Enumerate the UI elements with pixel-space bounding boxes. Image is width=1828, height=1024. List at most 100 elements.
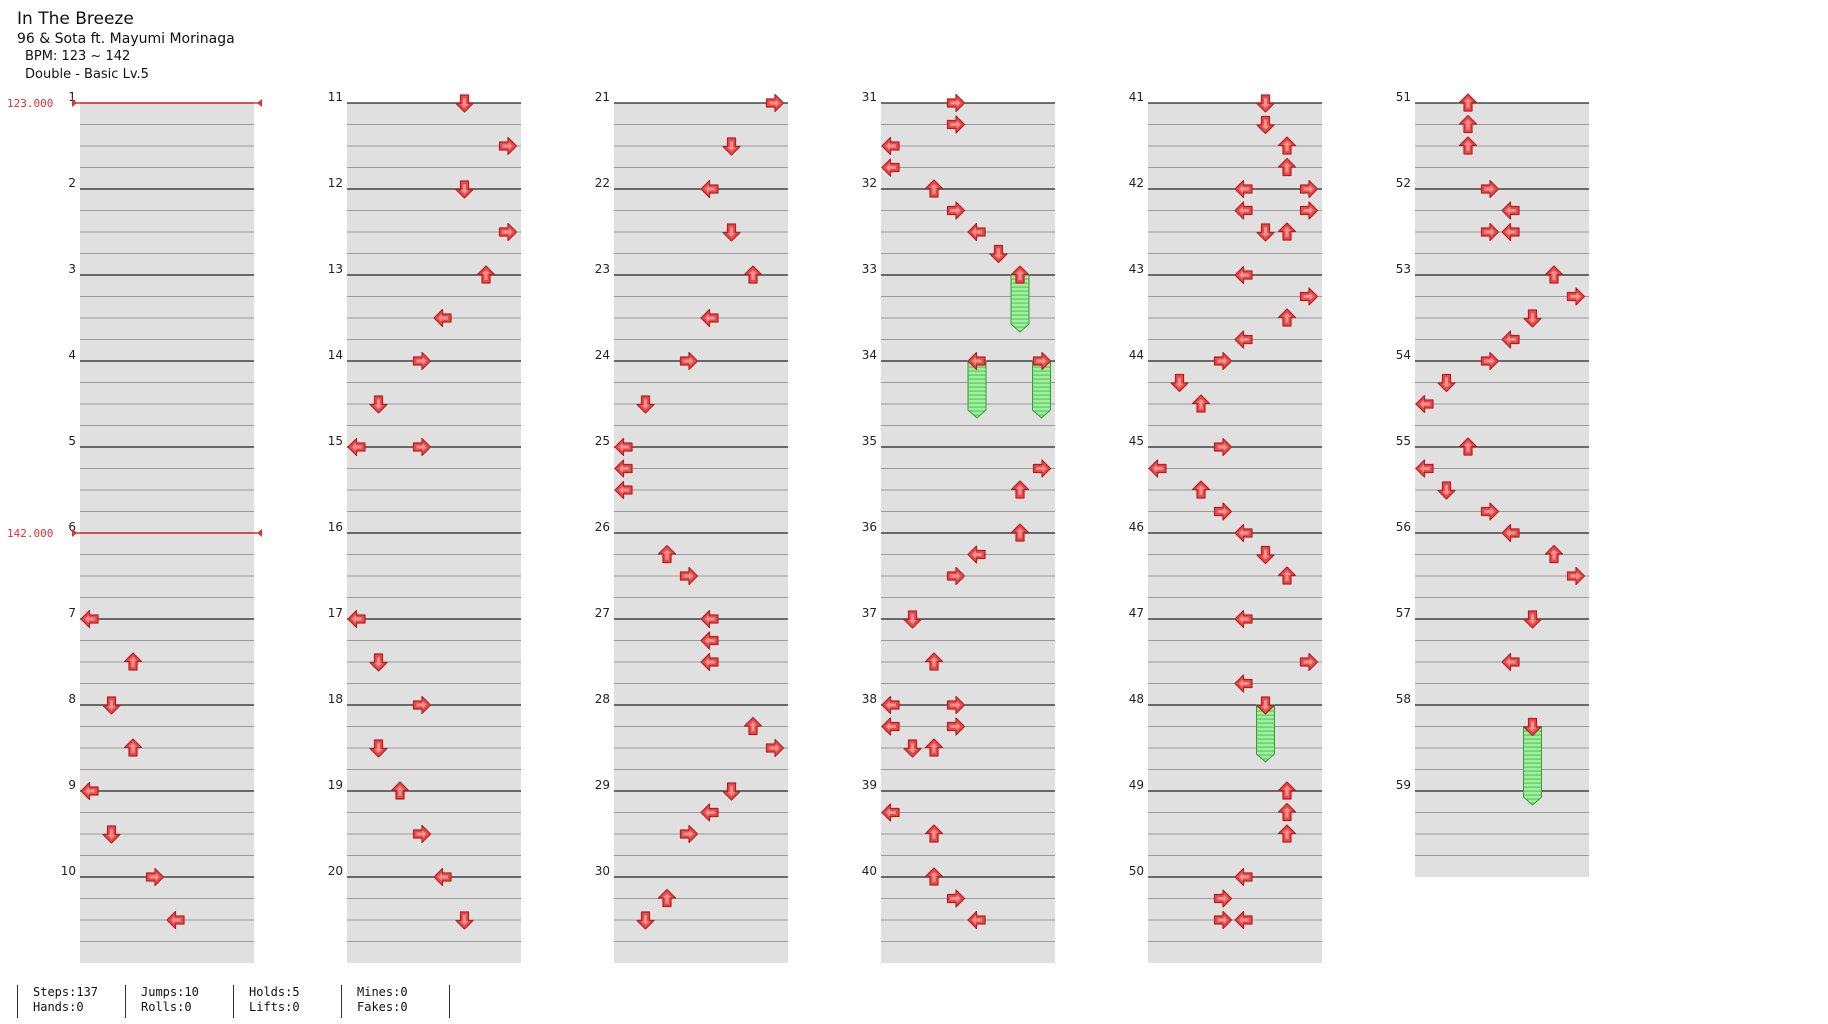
measure-number: 14: [328, 348, 343, 362]
right-arrow-icon: [679, 566, 699, 586]
measure-band: [881, 468, 1055, 490]
measure-band: [1148, 812, 1322, 834]
right-arrow-icon: [1213, 351, 1233, 371]
measure-band: [881, 876, 1055, 899]
measure-band: [80, 382, 254, 404]
measure-band: [1415, 575, 1589, 598]
measure-band: [347, 812, 521, 834]
measure-band: [1415, 747, 1589, 770]
up-arrow-icon: [123, 738, 143, 757]
left-arrow-icon: [700, 631, 719, 650]
measure-band: [881, 661, 1055, 684]
measure-number: 52: [1396, 176, 1411, 190]
stat-group: Holds:5 Lifts:0: [233, 985, 300, 1018]
measure-band: [1415, 339, 1589, 361]
measure-band: [881, 855, 1055, 877]
measure-band: [1148, 489, 1322, 512]
right-arrow-icon: [1299, 652, 1319, 672]
stat-value: Fakes:0: [357, 1000, 408, 1014]
measure-band: [347, 597, 521, 619]
measure-band: [80, 317, 254, 340]
measure-number: 48: [1129, 692, 1144, 706]
measure-band: [347, 554, 521, 576]
measure-band: [881, 145, 1055, 168]
measure-band: [1415, 489, 1589, 512]
measure-band: [1148, 274, 1322, 297]
down-arrow-icon: [903, 739, 922, 758]
measure-band: [1148, 124, 1322, 146]
down-arrow-icon: [369, 395, 388, 414]
hold-note: [1523, 726, 1542, 806]
measure-band: [347, 575, 521, 598]
measure-band: [881, 575, 1055, 598]
measure-number: 25: [595, 434, 610, 448]
left-arrow-icon: [166, 910, 185, 930]
right-arrow-icon: [1299, 179, 1319, 199]
left-arrow-icon: [1234, 674, 1253, 693]
measure-band: [347, 618, 521, 641]
stat-value: Holds:5: [249, 985, 300, 999]
measure-band: [614, 597, 788, 619]
measure-band: [1148, 575, 1322, 598]
measure-band: [80, 554, 254, 576]
measure-band: [347, 446, 521, 469]
up-arrow-icon: [924, 824, 944, 843]
stat-value: Jumps:10: [141, 985, 199, 999]
up-arrow-icon: [1010, 480, 1030, 499]
right-arrow-icon: [1566, 287, 1586, 306]
left-arrow-icon: [881, 158, 900, 177]
measure-band: [881, 231, 1055, 254]
measure-number: 38: [862, 692, 877, 706]
measure-band: [881, 403, 1055, 426]
measure-band: [1415, 704, 1589, 727]
measure-band: [347, 403, 521, 426]
measure-number: 47: [1129, 606, 1144, 620]
measure-band: [80, 898, 254, 920]
up-arrow-icon: [476, 265, 496, 284]
up-arrow-icon: [1458, 93, 1478, 112]
measure-band: [881, 704, 1055, 727]
left-arrow-icon: [1415, 459, 1434, 478]
measure-number: 15: [328, 434, 343, 448]
down-arrow-icon: [102, 825, 121, 844]
measure-number: 7: [68, 606, 76, 620]
measure-band: [1148, 102, 1322, 125]
measure-band: [1148, 898, 1322, 920]
song-header: In The Breeze 96 & Sota ft. Mayumi Morin…: [17, 8, 235, 84]
measure-band: [347, 231, 521, 254]
measure-band: [614, 296, 788, 318]
measure-band: [80, 102, 254, 125]
right-arrow-icon: [679, 351, 699, 371]
measure-band: [1415, 855, 1589, 877]
measure-band: [614, 876, 788, 899]
measure-number: 29: [595, 778, 610, 792]
measure-band: [80, 511, 254, 533]
measure-band: [347, 747, 521, 770]
measure-band: [347, 855, 521, 877]
up-arrow-icon: [924, 179, 944, 198]
down-arrow-icon: [636, 395, 655, 414]
measure-number: 41: [1129, 90, 1144, 104]
down-arrow-icon: [1256, 545, 1275, 565]
measure-band: [1148, 941, 1322, 963]
down-arrow-icon: [455, 94, 474, 113]
left-arrow-icon: [1501, 330, 1520, 349]
measure-number: 6: [68, 520, 76, 534]
measure-band: [614, 726, 788, 748]
measure-band: [1148, 231, 1322, 254]
measure-number: 19: [328, 778, 343, 792]
measure-band: [1415, 253, 1589, 275]
measure-band: [881, 167, 1055, 189]
measure-band: [881, 833, 1055, 856]
measure-band: [614, 640, 788, 662]
measure-band: [614, 425, 788, 447]
measure-band: [614, 532, 788, 555]
measure-number: 16: [328, 520, 343, 534]
right-arrow-icon: [946, 695, 966, 715]
measure-band: [881, 618, 1055, 641]
left-arrow-icon: [80, 609, 99, 629]
measure-band: [614, 833, 788, 856]
measure-band: [1148, 360, 1322, 383]
measure-band: [1148, 704, 1322, 727]
measure-band: [881, 489, 1055, 512]
